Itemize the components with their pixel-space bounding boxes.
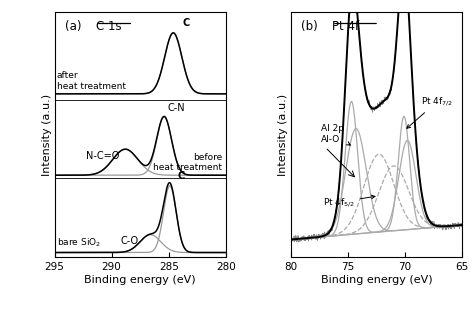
Text: (a): (a) <box>65 20 85 33</box>
X-axis label: Binding energy (eV): Binding energy (eV) <box>84 275 196 285</box>
Text: Pt 4f: Pt 4f <box>332 20 359 33</box>
Text: C-N: C-N <box>168 103 185 113</box>
Text: Pt 4f$_{5/2}$: Pt 4f$_{5/2}$ <box>323 195 375 209</box>
X-axis label: Binding energy (eV): Binding energy (eV) <box>321 275 432 285</box>
Text: bare SiO$_2$: bare SiO$_2$ <box>57 237 101 249</box>
Text: C: C <box>182 18 190 28</box>
Text: N-C=O: N-C=O <box>86 151 119 161</box>
Text: C-O: C-O <box>121 236 139 246</box>
Y-axis label: Intensity (a.u.): Intensity (a.u.) <box>42 94 52 176</box>
Y-axis label: Intensity (a.u.): Intensity (a.u.) <box>278 94 288 176</box>
Text: Pt 4f$_{7/2}$: Pt 4f$_{7/2}$ <box>407 95 453 128</box>
Text: before
heat treatment: before heat treatment <box>154 153 222 172</box>
Text: C: C <box>178 171 185 181</box>
Text: (b): (b) <box>301 20 322 33</box>
Text: Al 2p
Al-O: Al 2p Al-O <box>320 124 350 145</box>
Text: after
heat treatment: after heat treatment <box>57 71 126 90</box>
Text: C 1s: C 1s <box>96 20 121 33</box>
